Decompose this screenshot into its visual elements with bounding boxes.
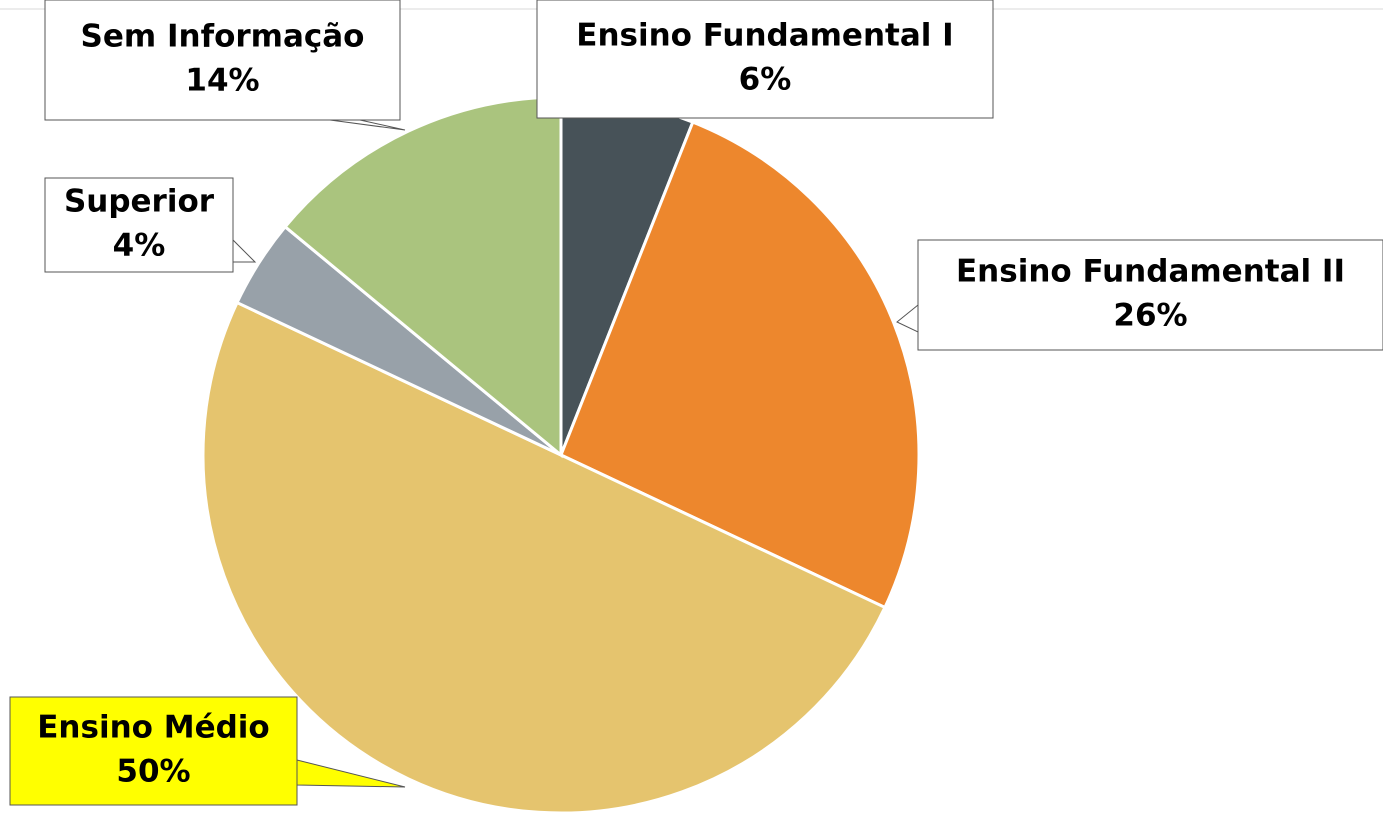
callout-pointer	[896, 303, 919, 333]
callout-box	[44, 177, 234, 273]
callout-box	[9, 696, 298, 806]
value-label: 50%	[116, 754, 190, 790]
category-label: Ensino Fundamental I	[576, 18, 953, 54]
callout-pointer	[329, 119, 406, 131]
callout-box	[536, 0, 994, 119]
category-label: Sem Informação	[81, 19, 365, 55]
callout-box	[44, 0, 401, 121]
category-label: Ensino Fundamental II	[956, 254, 1345, 290]
pie-slice	[201, 300, 887, 814]
pie-slice	[283, 95, 563, 459]
value-label: 6%	[739, 62, 792, 98]
category-label: Ensino Médio	[37, 710, 269, 746]
value-label: 4%	[113, 228, 166, 264]
value-label: 14%	[185, 63, 259, 99]
callout-box	[917, 239, 1383, 351]
callout-pointer	[232, 238, 257, 263]
pie-slice	[559, 120, 921, 610]
category-label: Superior	[64, 184, 215, 220]
value-label: 26%	[1113, 298, 1187, 334]
